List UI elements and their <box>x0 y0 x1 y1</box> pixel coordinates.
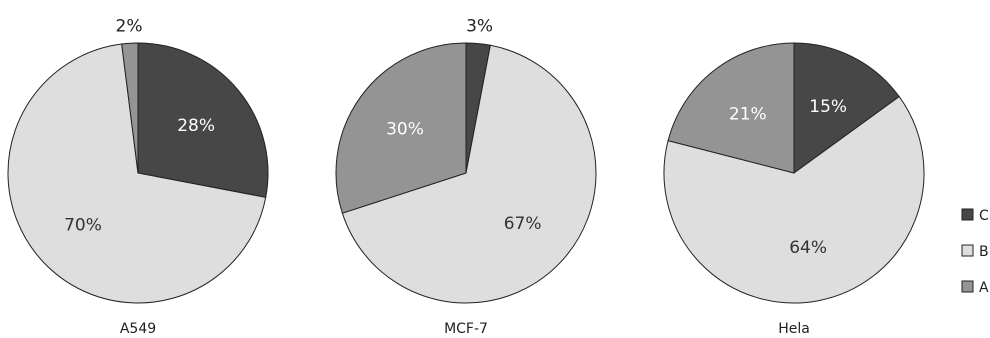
pie-slice-a <box>335 42 467 214</box>
slice-label-b: 70% <box>64 216 102 236</box>
slice-label-b: 67% <box>504 214 542 234</box>
pie-caption: Hela <box>778 321 810 337</box>
slice-label-a: 30% <box>386 120 424 140</box>
slice-label-a: 2% <box>116 16 143 36</box>
pie-slice-a <box>667 42 795 174</box>
pie-chart-mcf-7: 3% 67% 30% MCF-7 <box>335 17 597 337</box>
pie-caption: A549 <box>120 321 156 337</box>
pie-slice-b <box>7 43 267 304</box>
slice-label-c: 3% <box>466 17 493 37</box>
pie-slice-c <box>137 42 269 198</box>
slice-label-c: 15% <box>809 97 847 117</box>
pie-chart-hela: 15% 64% 21% Hela <box>663 42 925 337</box>
legend-label-a: A <box>979 280 989 296</box>
legend-label-b: B <box>979 244 989 260</box>
pie-caption: MCF-7 <box>444 321 488 337</box>
pie-slice-b <box>663 95 925 304</box>
pie-slice-a <box>121 42 139 174</box>
slice-label-c: 28% <box>177 116 215 136</box>
slice-label-b: 64% <box>789 238 827 258</box>
slice-label-a: 21% <box>729 104 767 124</box>
pie-slice-b <box>341 44 597 304</box>
pie-chart-a549: 28% 70% 2% A549 <box>7 16 269 337</box>
legend-swatch-a <box>961 280 974 293</box>
legend-label-c: C <box>979 208 989 224</box>
legend: C B A <box>961 208 989 296</box>
legend-swatch-b <box>961 244 974 257</box>
legend-swatch-c <box>961 208 974 221</box>
pie-slice-c <box>793 42 900 174</box>
